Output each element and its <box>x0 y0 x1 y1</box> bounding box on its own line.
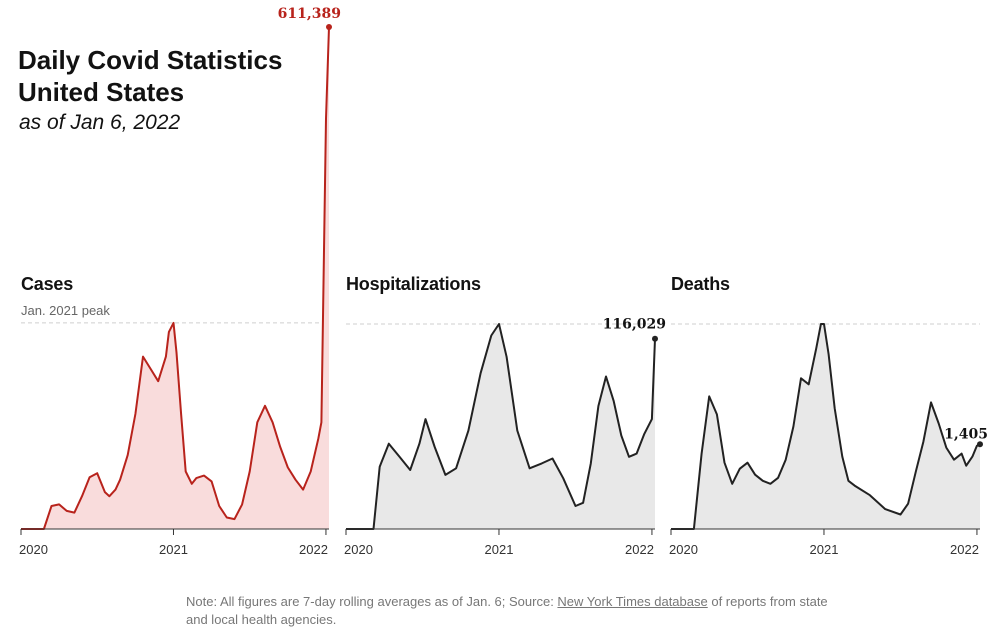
hospitalizations-last-point <box>652 335 658 342</box>
hospitalizations-tick-label-2020: 2020 <box>344 542 373 557</box>
note-prefix: Note: All figures are 7-day rolling aver… <box>186 594 558 609</box>
cases-tick-label-2021: 2021 <box>159 542 188 557</box>
hospitalizations-tick-label-2022: 2022 <box>625 542 654 557</box>
deaths-area <box>671 324 980 529</box>
deaths-tick-label-2022: 2022 <box>950 542 979 557</box>
cases-area <box>21 27 329 529</box>
deaths-tick-label-2021: 2021 <box>810 542 839 557</box>
deaths-last-value-label: 1,405 <box>944 426 988 442</box>
cases-panel-title: Cases <box>21 274 74 294</box>
hospitalizations-line <box>346 323 656 530</box>
chart-title: Daily Covid Statistics United States <box>18 44 282 108</box>
title-line-2: United States <box>18 77 185 107</box>
cases-tick-label-2020: 2020 <box>19 542 48 557</box>
chart-subtitle: as of Jan 6, 2022 <box>19 111 181 134</box>
note-suffix: of reports from state and local health a… <box>186 594 828 627</box>
deaths-tick-label-2020: 2020 <box>669 542 698 557</box>
source-note: Note: All figures are 7-day rolling aver… <box>186 593 846 629</box>
hospitalizations-last-value-label: 116,029 <box>603 317 666 333</box>
cases-line <box>21 26 330 530</box>
hospitalizations-tick-label-2021: 2021 <box>485 542 514 557</box>
peak-reference-label: Jan. 2021 peak <box>21 303 110 318</box>
deaths-last-point <box>977 441 983 448</box>
hospitalizations-panel-title: Hospitalizations <box>346 274 481 294</box>
cases-tick-label-2022: 2022 <box>299 542 328 557</box>
deaths-panel-title: Deaths <box>671 274 730 294</box>
title-line-1: Daily Covid Statistics <box>18 45 283 75</box>
cases-last-point <box>326 24 332 30</box>
cases-last-value-label: 611,389 <box>278 6 341 22</box>
deaths-line <box>671 323 981 530</box>
hospitalizations-area <box>346 324 655 529</box>
source-link[interactable]: New York Times database <box>557 594 708 609</box>
